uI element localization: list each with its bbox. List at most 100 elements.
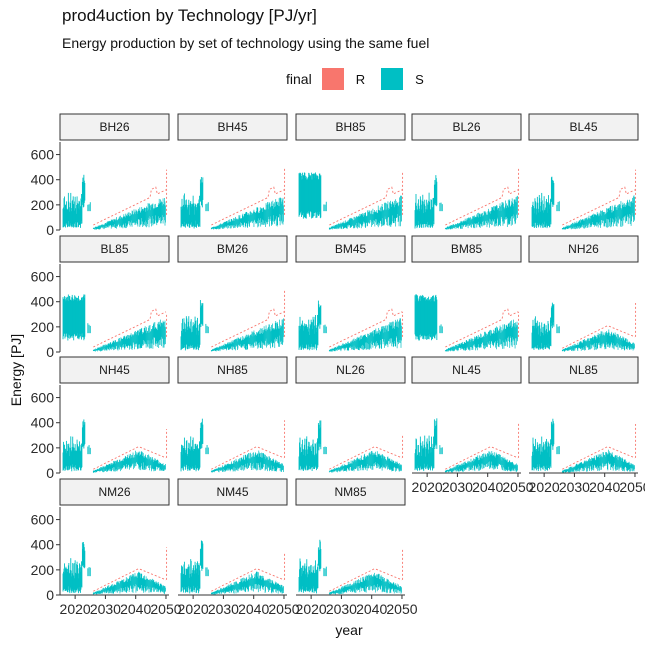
y-tick-label: 200	[31, 319, 55, 335]
series-group-bl85	[62, 294, 168, 352]
x-tick-label: 2050	[268, 601, 299, 617]
line-r	[329, 446, 403, 470]
y-tick-label: 0	[46, 222, 54, 238]
y-axis-title: Energy [PJ]	[8, 334, 24, 406]
y-tick-label: 400	[31, 172, 55, 188]
facet-strip-bm26	[177, 235, 288, 263]
facet-strip-nl85	[528, 356, 639, 384]
series-group-nm45	[180, 540, 286, 595]
line-r	[562, 186, 636, 226]
facet-strip-nm45	[177, 478, 288, 506]
facet-strip-bh85	[295, 113, 406, 141]
y-tick-label: 0	[46, 465, 54, 481]
x-tick-label: 2040	[238, 601, 269, 617]
series-group-bm26	[180, 290, 286, 352]
facet-label-nh45: NH45	[99, 363, 130, 377]
x-tick-label: 2020	[178, 601, 209, 617]
facet-strip-bl45	[528, 113, 639, 141]
facet-strip-nh45	[59, 356, 170, 384]
x-tick-label: 2040	[120, 601, 151, 617]
y-tick-label: 600	[31, 390, 55, 406]
legend-key-r	[321, 68, 344, 90]
line-r	[211, 186, 285, 226]
line-r	[445, 186, 519, 226]
x-tick-label: 2040	[472, 479, 503, 495]
x-tick-label: 2050	[150, 601, 181, 617]
x-tick-label: 2050	[502, 479, 533, 495]
x-tick-label: 2030	[559, 479, 590, 495]
y-tick-label: 400	[31, 294, 55, 310]
series-group-nh26	[531, 302, 637, 352]
y-tick-label: 400	[31, 537, 55, 553]
series-group-bm85	[414, 294, 520, 352]
y-tick-label: 200	[31, 197, 55, 213]
x-tick-label: 2030	[208, 601, 239, 617]
facet-label-bh26: BH26	[99, 120, 129, 134]
facet-label-nl26: NL26	[336, 363, 365, 377]
facet-label-bl26: BL26	[452, 120, 480, 134]
x-tick-label: 2030	[90, 601, 121, 617]
series-group-nl26	[298, 420, 404, 473]
facet-label-bm26: BM26	[217, 242, 249, 256]
x-tick-label: 2050	[386, 601, 417, 617]
line-r	[211, 568, 285, 592]
series-group-bm45	[298, 300, 404, 352]
line-r	[445, 308, 519, 348]
line-r	[93, 568, 167, 592]
legend-label-s: S	[415, 71, 424, 87]
series-group-nm26	[62, 542, 168, 595]
x-tick-label: 2050	[619, 479, 645, 495]
series-group-nl45	[414, 418, 520, 473]
series-group-nh85	[180, 418, 286, 473]
y-tick-label: 600	[31, 512, 55, 528]
series-group-bl26	[414, 167, 520, 230]
y-tick-label: 600	[31, 269, 55, 285]
line-r	[93, 186, 167, 226]
series-group-bh85	[298, 170, 404, 230]
facet-label-nl85: NL85	[569, 363, 598, 377]
line-r	[329, 308, 403, 348]
facet-label-bl85: BL85	[100, 242, 128, 256]
x-tick-label: 2040	[589, 479, 620, 495]
facet-strip-nm26	[59, 478, 170, 506]
x-tick-label: 2040	[356, 601, 387, 617]
chart-title: prod4uction by Technology [PJ/yr]	[62, 6, 317, 25]
facet-label-nm45: NM45	[216, 485, 248, 499]
facet-label-nh26: NH26	[568, 242, 599, 256]
facet-strip-nl45	[411, 356, 522, 384]
facet-strip-nh85	[177, 356, 288, 384]
line-r	[562, 325, 636, 349]
facet-label-nm85: NM85	[334, 485, 366, 499]
facet-strip-bl85	[59, 235, 170, 263]
line-r	[211, 446, 285, 470]
series-group-nl85	[531, 418, 637, 473]
x-tick-label: 2020	[60, 601, 91, 617]
series-group-bh26	[62, 169, 168, 230]
line-r	[445, 446, 519, 470]
facet-label-bh45: BH45	[217, 120, 247, 134]
facet-label-nh85: NH85	[217, 363, 248, 377]
legend-key-s	[381, 68, 404, 90]
chart-subtitle: Energy production by set of technology u…	[62, 35, 430, 51]
facet-strip-bh26	[59, 113, 170, 141]
line-r	[562, 446, 636, 470]
line-r	[93, 308, 167, 348]
line-r	[211, 308, 285, 348]
facet-label-nl45: NL45	[452, 363, 481, 377]
line-r	[93, 446, 167, 470]
facet-label-bh85: BH85	[335, 120, 365, 134]
legend-title: final	[286, 71, 312, 87]
x-tick-label: 2020	[296, 601, 327, 617]
line-r	[329, 568, 403, 592]
x-tick-label: 2020	[529, 479, 560, 495]
x-axis-title: year	[335, 622, 363, 638]
series-group-bl45	[531, 169, 637, 230]
y-tick-label: 0	[46, 587, 54, 603]
facet-strip-nh26	[528, 235, 639, 263]
facet-strip-bm85	[411, 235, 522, 263]
series-group-nh45	[62, 419, 168, 473]
y-tick-label: 200	[31, 562, 55, 578]
x-tick-label: 2030	[442, 479, 473, 495]
facet-label-nm26: NM26	[98, 485, 130, 499]
